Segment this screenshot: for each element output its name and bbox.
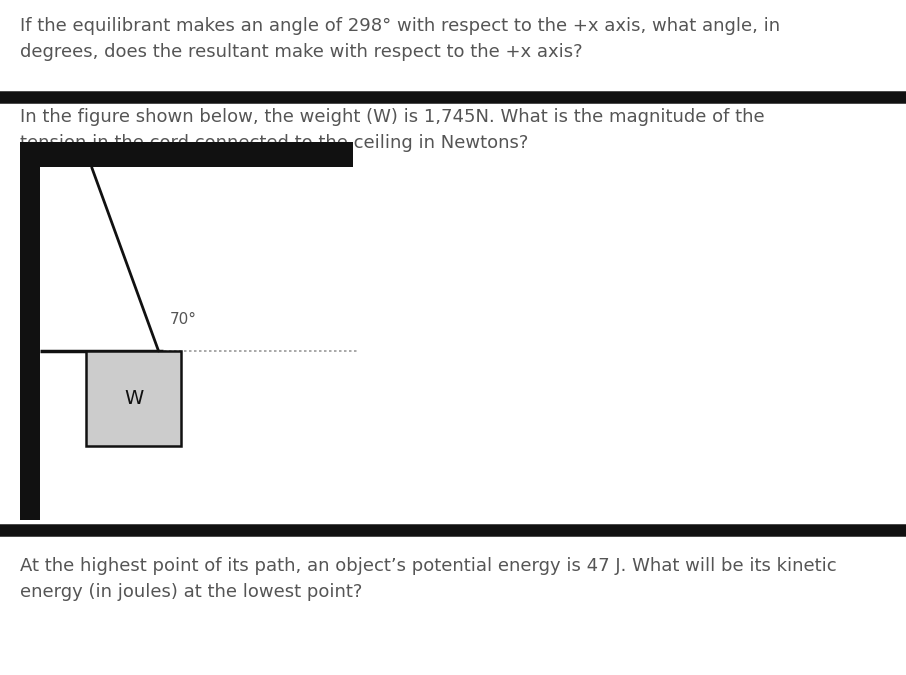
- Text: At the highest point of its path, an object’s potential energy is 47 J. What wil: At the highest point of its path, an obj…: [20, 557, 836, 601]
- Text: W: W: [124, 389, 143, 408]
- Bar: [86, 351, 181, 446]
- Text: In the figure shown below, the weight (W) is 1,745N. What is the magnitude of th: In the figure shown below, the weight (W…: [20, 108, 765, 153]
- Bar: [40, 142, 353, 167]
- Text: 70°: 70°: [169, 313, 197, 327]
- Bar: [20, 142, 40, 520]
- Text: If the equilibrant makes an angle of 298° with respect to the +x axis, what angl: If the equilibrant makes an angle of 298…: [20, 17, 780, 61]
